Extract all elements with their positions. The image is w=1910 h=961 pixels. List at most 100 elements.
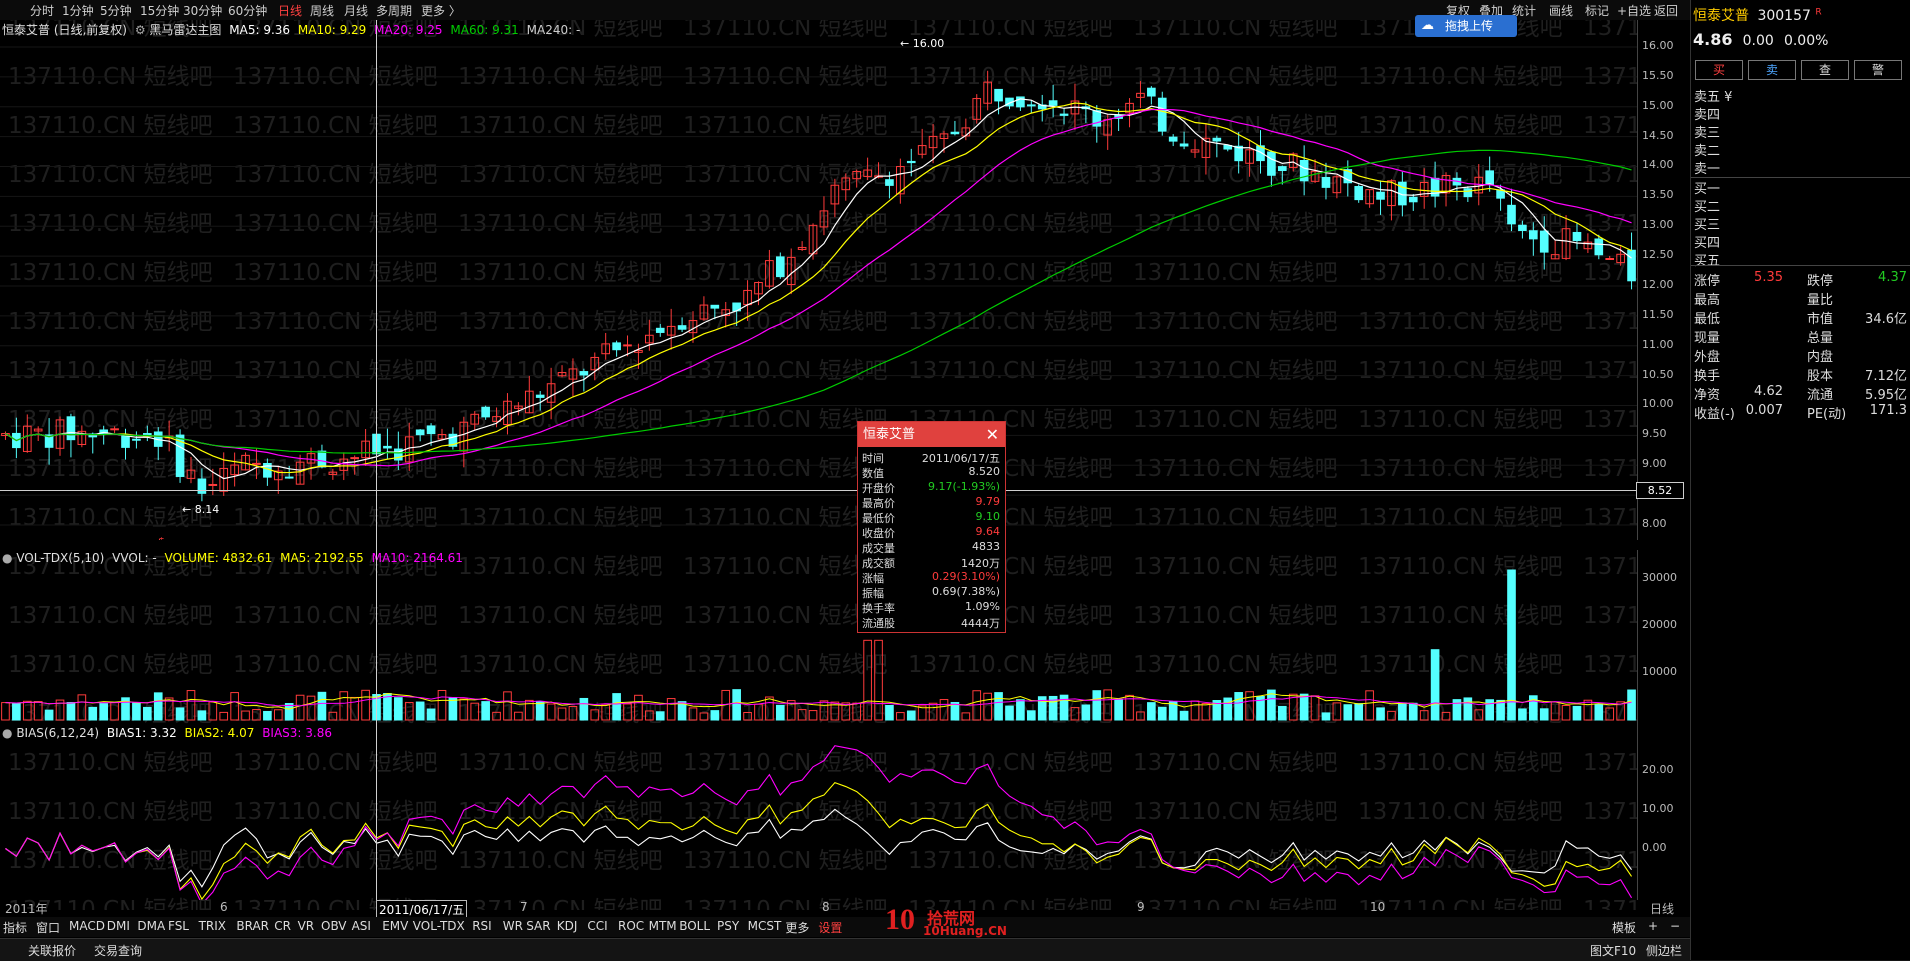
indicator-tab[interactable]: VOL-TDX (412, 919, 465, 933)
candlestick-chart[interactable]: ← 16.00 ← 8.14 $ (0, 20, 1637, 540)
indicator-tab[interactable]: ROC (618, 919, 645, 933)
candle-body (197, 478, 207, 494)
tool-button[interactable]: +自选 (1617, 4, 1652, 18)
indicator-tab[interactable]: EMV (382, 919, 409, 933)
vol-indicator-name[interactable]: VOL-TDX(5,10) (16, 551, 105, 565)
indicator-name[interactable]: 黑马雷达主图 (149, 23, 222, 37)
indicator-tab[interactable]: BRAR (236, 919, 270, 933)
candle-body (295, 461, 305, 485)
period-tab[interactable]: 日线 (278, 4, 303, 18)
date-tick: 10 (1370, 900, 1386, 914)
status-link[interactable]: 交易查询 (94, 944, 143, 958)
tool-button[interactable]: 复权 (1446, 4, 1471, 18)
indicator-tab[interactable]: RSI (472, 919, 492, 933)
bias-indicator-name[interactable]: BIAS(6,12,24) (16, 726, 100, 740)
volume-bar (459, 698, 469, 721)
site-logo: 10 拾荒网 10Huang.CN (885, 903, 1007, 938)
volume-bar (1267, 689, 1276, 721)
period-tab[interactable]: 月线 (344, 4, 369, 18)
indicator-tab[interactable]: SAR (526, 919, 551, 933)
tool-button[interactable]: 画线 (1549, 4, 1574, 18)
indicator-tool[interactable]: 模板 (1612, 921, 1637, 935)
volume-bar (284, 703, 294, 721)
indicator-tool[interactable]: − (1670, 919, 1681, 933)
indicator-tab[interactable]: FSL (168, 919, 189, 933)
price-tick: 15.00 (1642, 98, 1674, 112)
indicator-tab[interactable]: OBV (321, 919, 347, 933)
indicator-tab[interactable]: CR (274, 919, 291, 933)
indicator-tab[interactable]: MACD (69, 919, 105, 933)
buy-level: 买四 (1691, 232, 1910, 251)
indicator-tab[interactable]: 设置 (818, 921, 843, 935)
tool-button[interactable]: 统计 (1512, 4, 1537, 18)
indicator-tab[interactable]: KDJ (556, 919, 578, 933)
period-tab[interactable]: 30分钟 (183, 4, 223, 18)
tool-button[interactable]: 叠加 (1479, 4, 1504, 18)
vol-ma10-line (5, 695, 1632, 707)
period-toolbar: 分时 1分钟 5分钟 15分钟 30分钟 60分钟 日线 周线 月线 多周期 更多 〉 复权 叠加 统计画… (0, 0, 1690, 20)
indicator-tab[interactable]: CCI (587, 919, 608, 933)
stat-label: 外盘 (1694, 350, 1721, 365)
indicator-tab[interactable]: MTM (648, 919, 677, 933)
status-link[interactable]: 关联报价 (28, 944, 77, 958)
indicator-tool[interactable]: + (1648, 919, 1659, 933)
tool-button[interactable]: 返回 (1654, 4, 1679, 18)
candle-info-popup[interactable]: 恒泰艾普 ✕ 时间 2011/06/17/五 数值 8.520 开盘价 9.17(-1.9… (857, 421, 1006, 633)
indicator-tab[interactable]: 窗口 (36, 921, 61, 935)
indicator-tab[interactable]: TRIX (198, 919, 227, 933)
indicator-tab[interactable]: PSY (717, 919, 740, 933)
status-link[interactable]: 图文F10 (1590, 944, 1637, 958)
close-icon[interactable]: ✕ (985, 425, 999, 444)
volume-bar (263, 710, 272, 721)
indicator-tab[interactable]: WR (502, 919, 523, 933)
volume-chart[interactable] (0, 550, 1637, 725)
period-tab[interactable]: 更多 〉 (421, 4, 461, 18)
indicator-tab[interactable]: 指标 (3, 921, 28, 935)
ma5-value: MA5: 9.36 (229, 23, 291, 37)
candle-body (273, 470, 283, 481)
dot-icon: ● (2, 551, 13, 565)
period-tab[interactable]: 60分钟 (228, 4, 268, 18)
status-link[interactable]: 侧边栏 (1646, 944, 1683, 958)
price-tick: 14.00 (1642, 158, 1674, 172)
candle-body (1419, 181, 1429, 197)
sell-level: 卖三 (1691, 122, 1910, 141)
trade-button[interactable]: 查 (1801, 60, 1849, 80)
volume-bar (939, 699, 949, 721)
volume-bar (1256, 695, 1265, 721)
indicator-tab[interactable]: MCST (747, 919, 782, 933)
candle-body (426, 425, 436, 435)
period-tab[interactable]: 多周期 (376, 4, 413, 18)
indicator-tab[interactable]: DMI (106, 919, 130, 933)
period-tab[interactable]: 5分钟 (100, 4, 132, 18)
trade-button[interactable]: 买 (1695, 60, 1743, 80)
period-tab[interactable]: 周线 (310, 4, 335, 18)
indicator-tab[interactable]: BOLL (679, 919, 711, 933)
trade-button[interactable]: 卖 (1748, 60, 1796, 80)
candle-body (677, 325, 687, 330)
tool-button[interactable]: 标记 (1585, 4, 1610, 18)
bias-chart[interactable] (0, 725, 1637, 900)
indicator-tab[interactable]: VR (297, 919, 315, 933)
volume-bar (1179, 710, 1189, 721)
volume-bar (503, 691, 512, 721)
price-tick: 13.50 (1642, 188, 1674, 202)
volume-bar (12, 702, 21, 721)
upload-button[interactable]: ☁ 拖拽上传 (1415, 15, 1517, 37)
volume-bar (317, 691, 327, 721)
bias2-value: BIAS2: 4.07 (184, 726, 255, 740)
indicator-tab[interactable]: DMA (137, 919, 166, 933)
period-tab[interactable]: 分时 (30, 4, 55, 18)
volume-bar (1136, 711, 1145, 721)
trade-button[interactable]: 警 (1854, 60, 1902, 80)
candle-body (132, 438, 141, 441)
candle-body (1048, 100, 1058, 106)
settings-icon[interactable]: ⚙ (134, 23, 146, 37)
indicator-tab[interactable]: ASI (351, 919, 371, 933)
volume-bar (819, 700, 829, 721)
indicator-tab[interactable]: 更多 (785, 921, 810, 935)
period-tab[interactable]: 1分钟 (62, 4, 94, 18)
period-tab[interactable]: 15分钟 (140, 4, 180, 18)
stock-name[interactable]: 恒泰艾普 (1693, 8, 1749, 24)
volume-bar (754, 703, 763, 721)
